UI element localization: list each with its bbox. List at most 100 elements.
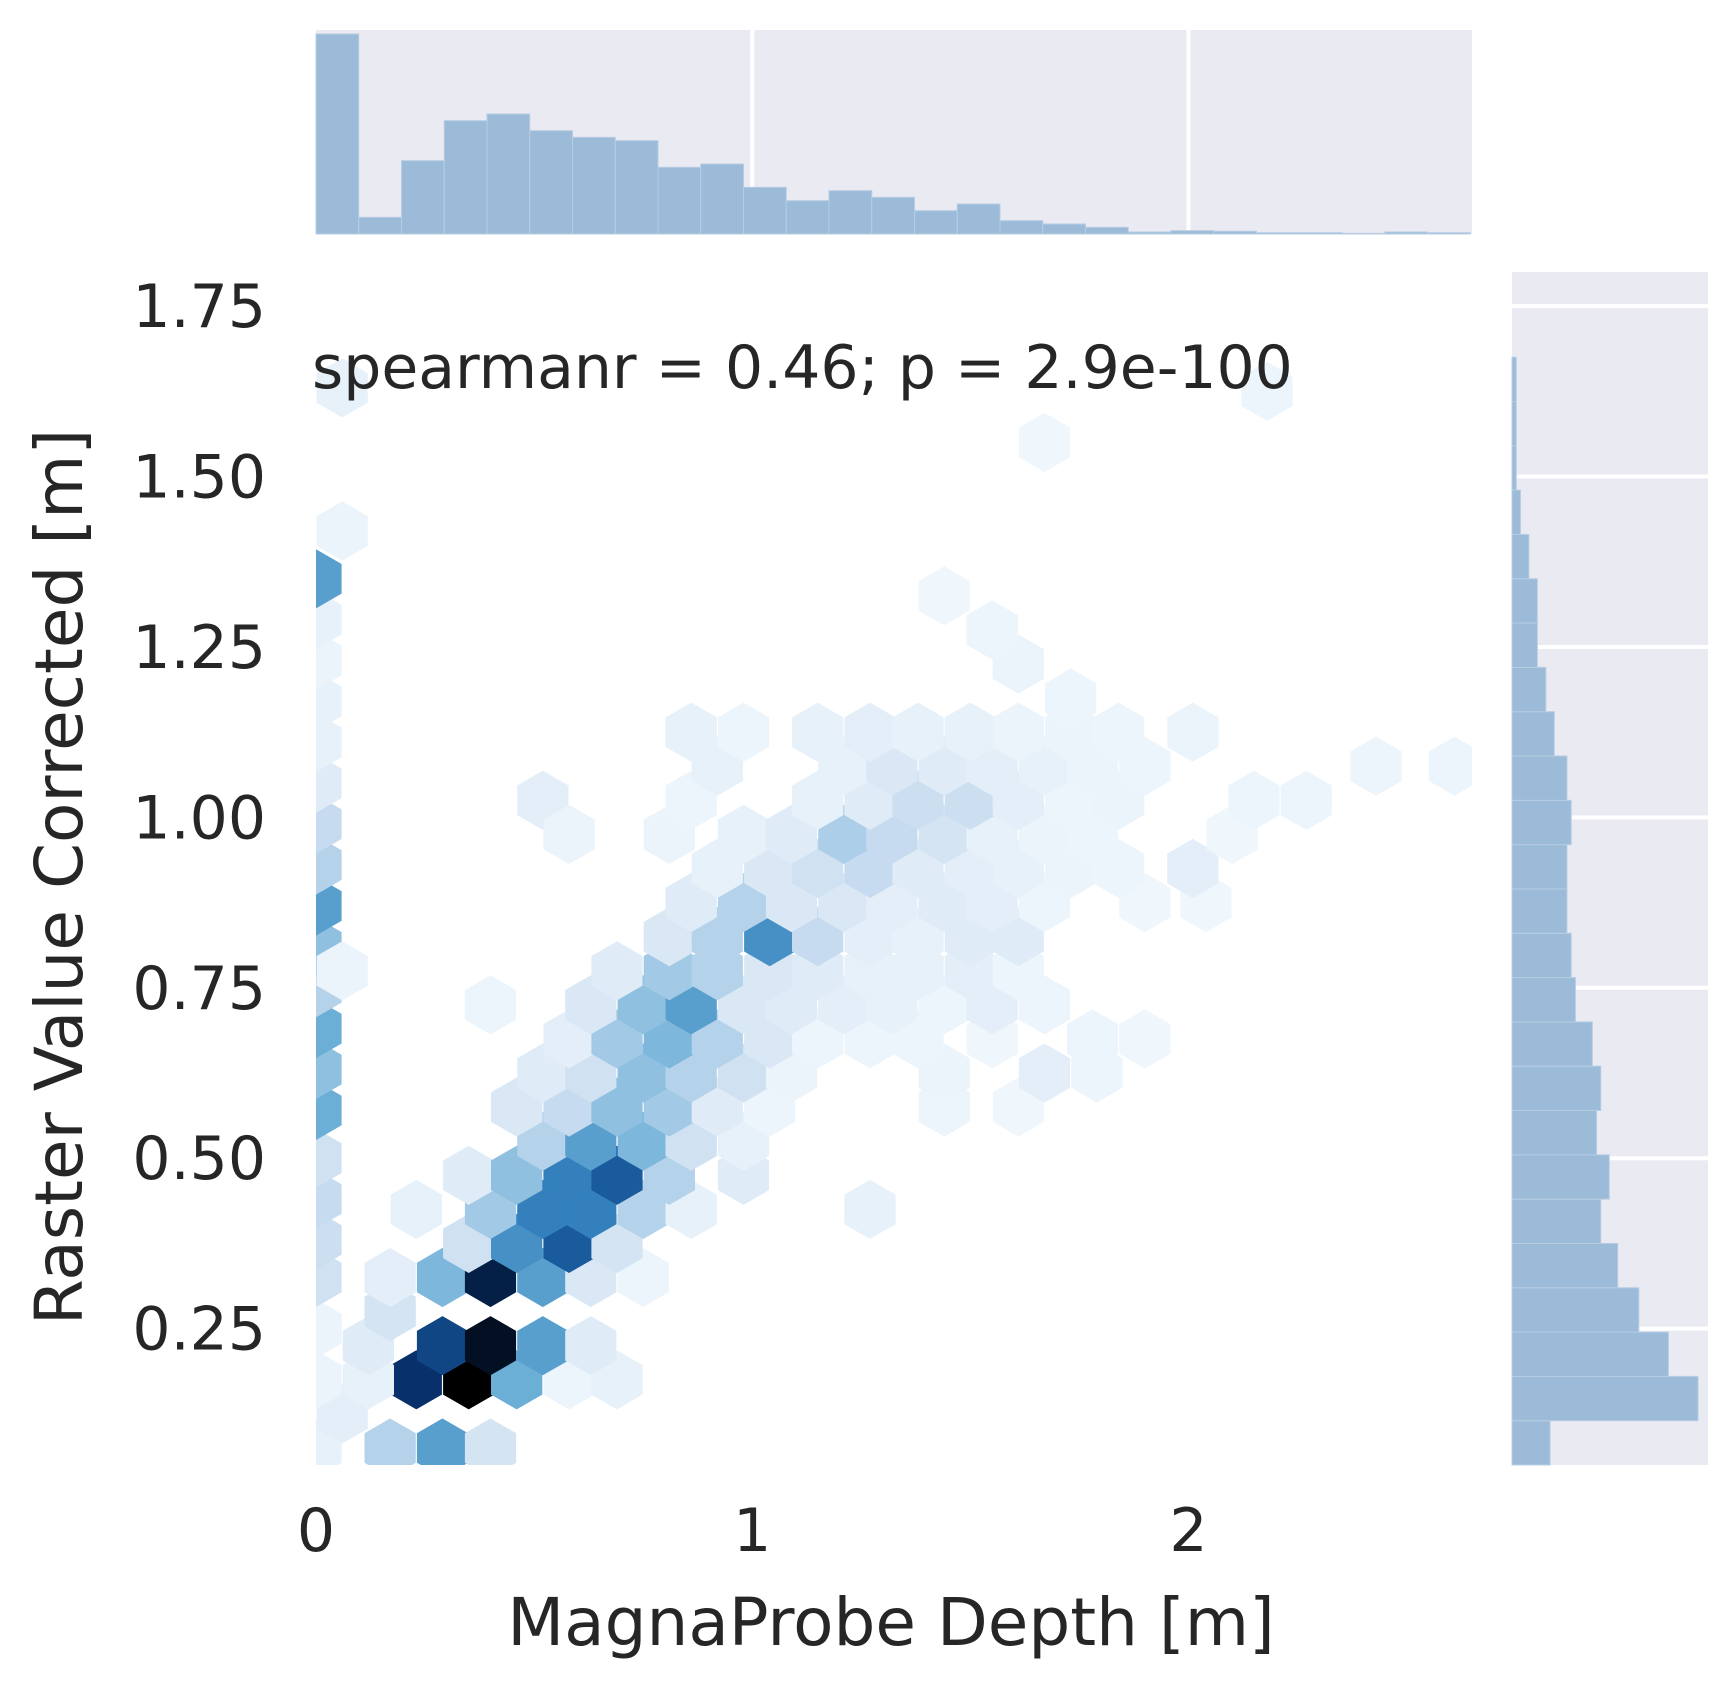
hexbin-cell — [316, 794, 342, 854]
marginal-x-bar — [1298, 232, 1343, 235]
hexbin-cell — [316, 1350, 342, 1410]
hexbin-cell — [316, 835, 342, 895]
hexbin-cell — [464, 1418, 517, 1465]
hexbin-cell — [316, 1128, 342, 1188]
x-axis-label: MagnaProbe Depth [m] — [507, 1584, 1275, 1661]
hexbin-cell — [316, 712, 342, 772]
marginal-y-bar — [1511, 1242, 1619, 1289]
hexbin-cell — [591, 941, 643, 1001]
marginal-x-bar — [743, 186, 787, 235]
marginal-x-bar — [700, 163, 745, 235]
hexbin-cell — [316, 590, 342, 650]
axis-ticks: 0 1 2 0.25 0.50 0.75 1.00 1.25 1.50 1.75 — [132, 272, 1207, 1566]
y-axis-label: Raster Value Corrected [m] — [21, 429, 98, 1325]
hexbin-cell — [316, 941, 368, 1001]
hexbin-cell — [918, 566, 970, 626]
marginal-y-bar — [1511, 533, 1530, 580]
marginal-x-bar — [614, 140, 659, 235]
marginal-y-bar — [1511, 977, 1576, 1023]
marginal-x-bar — [1256, 232, 1300, 235]
hexbin-cell — [416, 1418, 469, 1465]
marginal-y-bar — [1511, 445, 1517, 491]
x-tick-label: 1 — [733, 1496, 771, 1566]
y-tick-label: 1.00 — [132, 783, 266, 853]
marginal-x-histogram — [315, 30, 1472, 235]
hexbin-cell — [316, 999, 342, 1059]
marginal-x-bar — [358, 216, 403, 235]
hexbin-cell — [316, 549, 342, 609]
hexbin-cell — [543, 804, 595, 864]
marginal-y-bar — [1511, 578, 1538, 624]
marginal-y-histogram — [1511, 272, 1708, 1466]
marginal-y-bar — [1511, 401, 1517, 447]
marginal-x-bar — [401, 160, 445, 235]
marginal-x-bar — [956, 203, 1001, 235]
marginal-y-bar — [1511, 622, 1538, 668]
hexbin-cell — [1018, 412, 1071, 472]
marginal-y-bar — [1511, 1420, 1551, 1466]
hexbin-cell — [316, 1080, 342, 1141]
y-tick-label: 0.50 — [132, 1124, 266, 1194]
marginal-x-bar — [1127, 231, 1172, 235]
marginal-x-bar — [999, 220, 1044, 235]
y-tick-label: 1.75 — [132, 272, 266, 342]
hexbin-cell — [364, 1247, 416, 1308]
hexbin-cell — [792, 702, 844, 762]
hexbin-cell — [1428, 736, 1472, 796]
marginal-y-bar — [1511, 1110, 1598, 1156]
marginal-x-bar — [785, 200, 830, 235]
hexbin-cell — [1228, 770, 1280, 830]
marginal-y-bar — [1511, 1198, 1602, 1244]
marginal-y-bar — [1511, 356, 1517, 403]
hexbin-cell — [565, 1316, 617, 1376]
hexbin-cell — [1350, 736, 1402, 796]
marginal-y-bar — [1511, 1021, 1593, 1067]
marginal-y-bar — [1511, 799, 1572, 846]
marginal-y-bar — [1511, 888, 1568, 934]
marginal-y-bar — [1511, 666, 1547, 713]
hexbin-cell — [665, 702, 717, 762]
hexbin-cell — [316, 1169, 342, 1229]
hexbin-cell — [1045, 668, 1097, 728]
hexbin-cell — [1167, 702, 1219, 762]
y-tick-label: 1.50 — [132, 443, 266, 513]
hexbin-cell — [844, 1179, 896, 1239]
hexbin-cell — [892, 702, 944, 762]
hexbin-cell — [464, 1316, 517, 1376]
marginal-y-bar — [1511, 932, 1572, 979]
hexbin-cell — [1280, 770, 1332, 830]
marginal-x-bar — [1427, 232, 1471, 235]
marginal-x-bar — [1213, 230, 1258, 235]
x-tick-label: 2 — [1169, 1496, 1207, 1566]
y-tick-label: 0.75 — [132, 954, 266, 1024]
y-tick-label: 0.25 — [132, 1295, 266, 1365]
marginal-y-bar — [1511, 1065, 1602, 1112]
hexbin-cell — [390, 1179, 442, 1239]
marginal-x-bar — [1341, 232, 1386, 235]
hexbin-cell — [316, 671, 342, 732]
hexbin-cell — [464, 975, 517, 1035]
marginal-y-bar — [1511, 1154, 1610, 1200]
marginal-y-bar — [1511, 711, 1555, 757]
hexbin-cell — [316, 876, 342, 936]
hexbin-cell — [316, 631, 342, 691]
marginal-y-bar — [1511, 755, 1568, 801]
hexbin-cell — [1066, 1009, 1119, 1069]
marginal-y-bar — [1511, 489, 1521, 535]
hexbin-cell — [316, 358, 368, 418]
hexbin-cell — [1119, 1009, 1171, 1069]
marginal-y-bar — [1511, 1375, 1699, 1422]
hexbin-cell — [316, 1299, 342, 1359]
marginal-x-bar — [443, 120, 488, 235]
hexbin-cells — [316, 358, 1472, 1465]
marginal-x-bar — [315, 33, 360, 235]
joint-plot-area — [316, 358, 1472, 1465]
marginal-x-bar — [1384, 231, 1429, 235]
marginal-y-bar — [1511, 1287, 1640, 1333]
hexbin-cell — [1018, 1043, 1071, 1103]
hexbin-cell — [717, 702, 770, 762]
marginal-x-bar — [1170, 230, 1215, 235]
marginal-x-bar — [871, 196, 916, 235]
marginal-x-bar — [1085, 226, 1129, 235]
